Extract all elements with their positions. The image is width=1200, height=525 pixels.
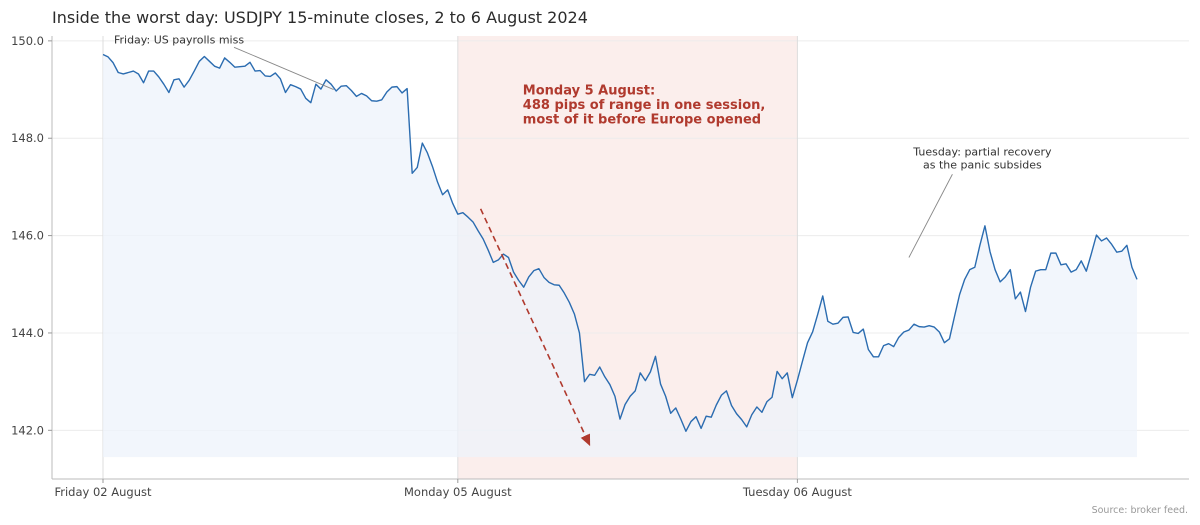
- x-tick-label: Friday 02 August: [54, 485, 152, 499]
- y-tick-label: 146.0: [11, 229, 44, 243]
- annotation-tuesday-line: as the panic subsides: [923, 158, 1042, 171]
- trend-arrow: [479, 208, 591, 447]
- y-tick-label: 150.0: [11, 34, 44, 48]
- chart-title: Inside the worst day: USDJPY 15-minute c…: [52, 8, 588, 27]
- annotations-layer: Friday: US payrolls miss Monday 5 August:…: [114, 33, 1052, 447]
- annotation-monday-line: 488 pips of range in one session,: [523, 98, 766, 113]
- series-line-layer: [102, 53, 1138, 432]
- annotation-leader-tuesday: [908, 174, 953, 258]
- annotation-tuesday-line: Tuesday: partial recovery: [912, 145, 1052, 158]
- y-tick-label: 144.0: [11, 326, 44, 340]
- y-tick-label: 142.0: [11, 423, 44, 437]
- annotation-monday-line: Monday 5 August:: [523, 83, 655, 98]
- y-tick-label: 148.0: [11, 131, 44, 145]
- series-line-usdjpy: [102, 53, 1138, 432]
- annotation-monday-line: most of it before Europe opened: [523, 112, 761, 127]
- source-note: Source: broker feed.: [1091, 505, 1188, 516]
- area-fill-layer: [103, 54, 1137, 458]
- x-tick-label: Tuesday 06 August: [742, 485, 852, 499]
- area-fill: [103, 54, 1137, 458]
- axes-layer: 150.0 148.0 146.0 144.0 142.0 Friday 02 Augus…: [11, 34, 1189, 499]
- annotation-leader-friday: [233, 46, 334, 90]
- annotation-friday-line: Friday: US payrolls miss: [114, 33, 244, 46]
- x-tick-label: Monday 05 August: [404, 485, 512, 499]
